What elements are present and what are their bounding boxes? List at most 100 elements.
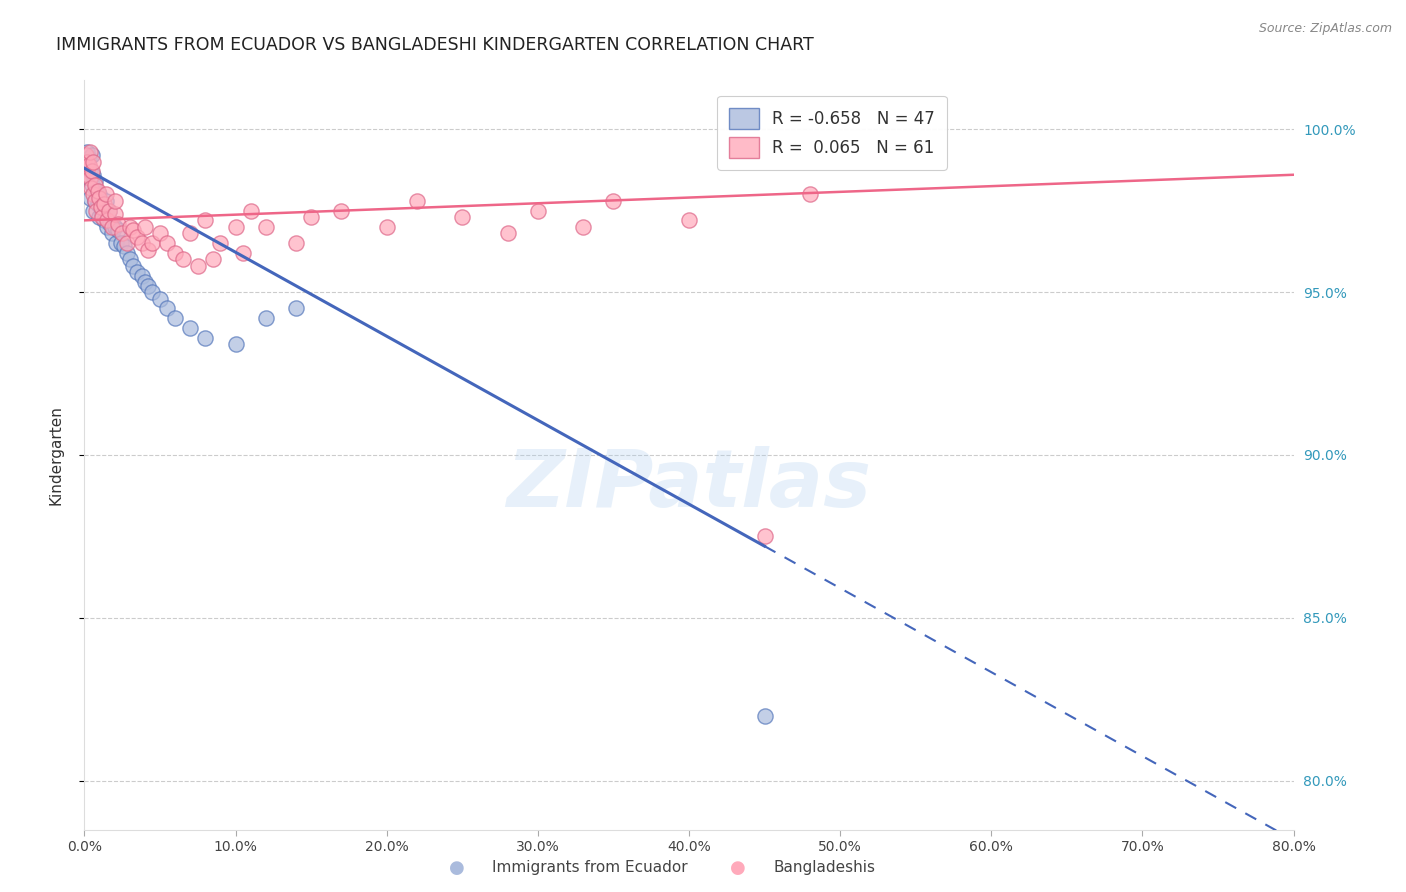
Point <box>179 227 201 241</box>
Point <box>96 213 118 227</box>
Point <box>149 227 172 241</box>
Point <box>91 210 114 224</box>
Point <box>375 219 398 234</box>
Point <box>89 187 111 202</box>
Point <box>115 236 138 251</box>
Point <box>239 203 262 218</box>
Point <box>254 219 277 234</box>
Point <box>110 236 132 251</box>
Point <box>406 194 429 208</box>
Point <box>82 168 104 182</box>
Text: Immigrants from Ecuador: Immigrants from Ecuador <box>492 861 688 875</box>
Point <box>97 203 120 218</box>
Point <box>134 219 156 234</box>
Text: ●: ● <box>730 859 747 877</box>
Point <box>79 164 101 178</box>
Point <box>75 154 97 169</box>
Point <box>100 227 122 241</box>
Point <box>149 292 172 306</box>
Point <box>80 148 103 162</box>
Point <box>156 301 179 316</box>
Point <box>330 203 353 218</box>
Point <box>86 184 108 198</box>
Point <box>131 268 153 283</box>
Point <box>76 154 98 169</box>
Point <box>79 190 101 204</box>
Point <box>89 210 111 224</box>
Point <box>527 203 550 218</box>
Point <box>115 246 138 260</box>
Point <box>76 161 98 176</box>
Point <box>127 229 149 244</box>
Point <box>76 145 98 159</box>
Point <box>131 236 153 251</box>
Point <box>94 194 117 208</box>
Legend: R = -0.658   N = 47, R =  0.065   N = 61: R = -0.658 N = 47, R = 0.065 N = 61 <box>717 96 946 169</box>
Point <box>232 246 254 260</box>
Point <box>209 236 232 251</box>
Point <box>80 181 103 195</box>
Point <box>107 223 129 237</box>
Point <box>100 219 122 234</box>
Text: Source: ZipAtlas.com: Source: ZipAtlas.com <box>1258 22 1392 36</box>
Point <box>80 164 103 178</box>
Point <box>79 145 101 159</box>
Point <box>201 252 224 267</box>
Text: ZIPatlas: ZIPatlas <box>506 446 872 524</box>
Point <box>105 236 128 251</box>
Point <box>179 321 201 335</box>
Point <box>80 178 103 192</box>
Point <box>127 265 149 279</box>
Point <box>93 197 115 211</box>
Point <box>87 197 110 211</box>
Point <box>118 252 141 267</box>
Point <box>84 174 107 188</box>
Point <box>141 285 163 299</box>
Point <box>97 203 120 218</box>
Point <box>225 219 247 234</box>
Y-axis label: Kindergarten: Kindergarten <box>49 405 63 505</box>
Text: ●: ● <box>449 859 465 877</box>
Point <box>194 331 217 345</box>
Point <box>86 203 108 218</box>
Point <box>79 171 101 186</box>
Point <box>84 194 107 208</box>
Point <box>285 236 308 251</box>
Point <box>90 200 112 214</box>
Point <box>111 227 134 241</box>
Point <box>104 207 127 221</box>
Point <box>77 158 100 172</box>
Point <box>82 154 104 169</box>
Point <box>172 252 194 267</box>
Point <box>82 203 104 218</box>
Point <box>496 227 519 241</box>
Point <box>107 217 129 231</box>
Point <box>118 219 141 234</box>
Point <box>121 259 143 273</box>
Point <box>76 161 98 176</box>
Point <box>91 207 114 221</box>
Point <box>104 219 127 234</box>
Point <box>165 311 187 326</box>
Point <box>285 301 308 316</box>
Point <box>156 236 179 251</box>
Point <box>75 148 97 162</box>
Point <box>112 239 135 253</box>
Point <box>134 275 156 289</box>
Point <box>96 219 118 234</box>
Point <box>754 708 776 723</box>
Point <box>94 187 117 202</box>
Point <box>799 187 821 202</box>
Text: IMMIGRANTS FROM ECUADOR VS BANGLADESHI KINDERGARTEN CORRELATION CHART: IMMIGRANTS FROM ECUADOR VS BANGLADESHI K… <box>56 36 814 54</box>
Point <box>754 529 776 543</box>
Point <box>77 171 100 186</box>
Point <box>572 219 595 234</box>
Point <box>89 190 111 204</box>
Point <box>90 200 112 214</box>
Point <box>136 243 159 257</box>
Point <box>141 236 163 251</box>
Point <box>98 217 121 231</box>
Point <box>77 168 100 182</box>
Point <box>602 194 624 208</box>
Point <box>678 213 700 227</box>
